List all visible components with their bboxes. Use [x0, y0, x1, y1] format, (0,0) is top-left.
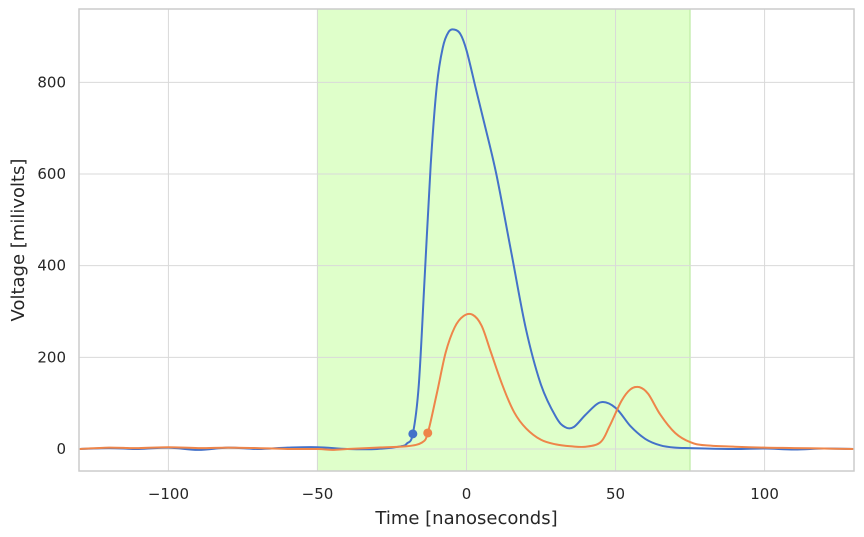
x-tick-label: −50: [302, 485, 334, 503]
series-marker-1: [408, 429, 418, 439]
y-tick-labels: 0 200 400 600 800: [37, 73, 66, 458]
y-axis-label: Voltage [milivolts]: [8, 159, 29, 322]
grid-lines: [79, 9, 854, 471]
y-tick-label: 800: [37, 73, 66, 91]
plot-frame: [78, 8, 855, 472]
shaded-region: [316, 8, 691, 472]
series-lines: [78, 28, 855, 451]
series-markers: [408, 428, 433, 439]
x-tick-labels: −100 −50 0 50 100: [148, 485, 779, 503]
x-tick-label: 0: [462, 485, 472, 503]
y-tick-label: 400: [37, 257, 66, 275]
x-tick-label: −100: [148, 485, 189, 503]
x-tick-label: 50: [606, 485, 625, 503]
y-tick-label: 0: [56, 440, 66, 458]
x-axis-label: Time [nanoseconds]: [374, 508, 557, 529]
y-tick-label: 600: [37, 165, 66, 183]
series-marker-2: [423, 428, 433, 438]
series-line-1: [78, 28, 855, 451]
x-tick-label: 100: [750, 485, 779, 503]
y-tick-label: 200: [37, 348, 66, 366]
series-line-2: [78, 312, 855, 451]
